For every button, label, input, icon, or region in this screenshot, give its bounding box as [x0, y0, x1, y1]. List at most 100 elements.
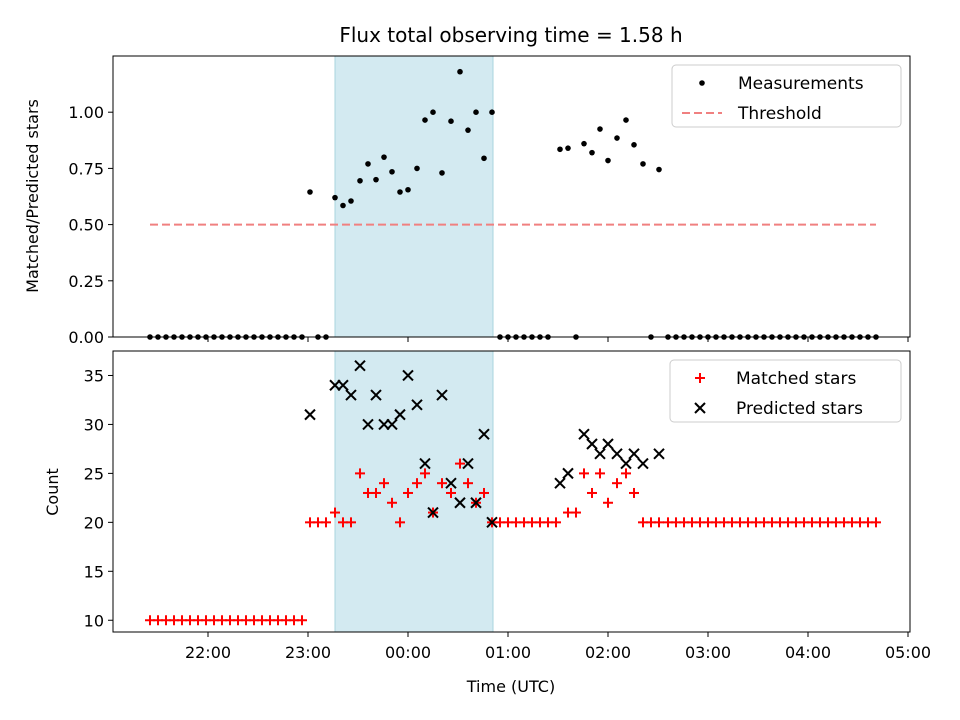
y-tick-label: 20	[84, 513, 104, 532]
data-point	[463, 478, 473, 489]
data-point	[589, 149, 595, 156]
data-point	[457, 68, 463, 75]
data-point	[395, 517, 405, 528]
data-point	[337, 379, 349, 391]
x-tick-label: 04:00	[785, 643, 831, 662]
data-point	[397, 189, 403, 195]
legend: Matched stars Predicted stars	[669, 359, 902, 423]
x-tick-label: 02:00	[585, 643, 631, 662]
series-matched-stars	[145, 458, 881, 626]
data-point	[629, 487, 639, 498]
data-point	[557, 146, 563, 153]
chart-title: Flux total observing time = 1.58 h	[339, 23, 682, 47]
y-tick-label: 30	[84, 415, 104, 434]
data-point	[620, 457, 632, 470]
data-point	[371, 487, 381, 498]
data-point	[430, 109, 436, 115]
data-point	[345, 389, 357, 401]
data-point	[465, 127, 471, 133]
data-point	[454, 497, 466, 509]
data-point	[455, 458, 465, 469]
count-panel: 10 15 20 25 30 35 22:00 23:00 00:00 01:00 02:00 03:…	[84, 350, 931, 662]
data-point	[419, 457, 431, 470]
data-point	[597, 126, 603, 132]
ratio-panel: 0.00 0.25 0.50 0.75 1.00 Measurements Threshol…	[68, 55, 911, 347]
data-point	[436, 389, 448, 401]
y-tick-label: 0.75	[68, 159, 104, 178]
data-point	[478, 428, 490, 440]
y-tick-label: 15	[84, 562, 104, 581]
data-point	[479, 487, 489, 498]
data-point	[387, 497, 397, 508]
data-point	[394, 408, 406, 421]
legend-marker	[694, 402, 706, 414]
data-point	[871, 517, 881, 528]
legend-marker	[695, 373, 705, 383]
x-axis-label: Time (UTC)	[466, 677, 555, 696]
x-tick-label: 01:00	[485, 643, 531, 662]
data-point	[565, 145, 571, 151]
data-point	[612, 478, 622, 489]
data-point	[365, 161, 371, 167]
data-point	[445, 477, 457, 489]
data-point	[470, 497, 482, 509]
data-point	[422, 117, 428, 123]
y-tick-label: 10	[84, 611, 104, 630]
data-point	[437, 478, 447, 489]
data-point	[330, 507, 340, 518]
y-tick-label: 1.00	[68, 103, 104, 122]
data-point	[412, 478, 422, 489]
data-point	[587, 487, 597, 498]
data-point	[332, 194, 338, 201]
axes-frame	[112, 55, 911, 338]
x-tick-label: 03:00	[685, 643, 731, 662]
y-tick-label: 35	[84, 366, 104, 385]
highlight-span	[334, 350, 494, 633]
data-point	[346, 517, 356, 528]
x-tick-label: 22:00	[185, 643, 231, 662]
data-point	[373, 176, 379, 183]
data-point	[653, 448, 665, 460]
data-point	[448, 118, 454, 124]
data-point	[473, 109, 479, 115]
data-point	[389, 168, 395, 175]
data-point	[481, 155, 487, 162]
legend-entry: Threshold	[737, 104, 822, 124]
x-tick-label: 23:00	[285, 643, 331, 662]
data-point	[603, 497, 613, 508]
legend-box	[671, 64, 902, 128]
data-point	[611, 448, 623, 460]
data-point	[578, 428, 590, 440]
data-point	[304, 408, 316, 421]
data-point	[640, 161, 646, 167]
x-tick-label: 00:00	[385, 643, 431, 662]
data-point	[586, 438, 598, 450]
data-point	[562, 467, 574, 480]
data-point	[340, 202, 346, 209]
data-point	[297, 615, 307, 626]
data-point	[579, 468, 589, 479]
data-point	[379, 478, 389, 489]
data-point	[486, 516, 498, 529]
data-point	[321, 517, 331, 528]
data-point	[489, 109, 495, 115]
data-point	[462, 457, 474, 470]
data-point	[439, 170, 445, 176]
highlight-span	[334, 55, 494, 338]
data-point	[551, 517, 561, 528]
y-tick-label: 0.25	[68, 272, 104, 291]
legend-marker	[699, 80, 705, 86]
data-point	[403, 487, 413, 498]
data-point	[571, 507, 581, 518]
y-tick-label: 0.00	[68, 328, 104, 347]
data-point	[402, 369, 414, 382]
data-point	[581, 140, 587, 147]
data-point	[355, 468, 365, 479]
data-point	[307, 189, 313, 195]
legend-entry: Matched stars	[736, 369, 856, 389]
y-tick-label: 25	[84, 464, 104, 483]
data-point	[595, 468, 605, 479]
data-point	[594, 448, 606, 460]
x-tick-label: 05:00	[885, 643, 931, 662]
